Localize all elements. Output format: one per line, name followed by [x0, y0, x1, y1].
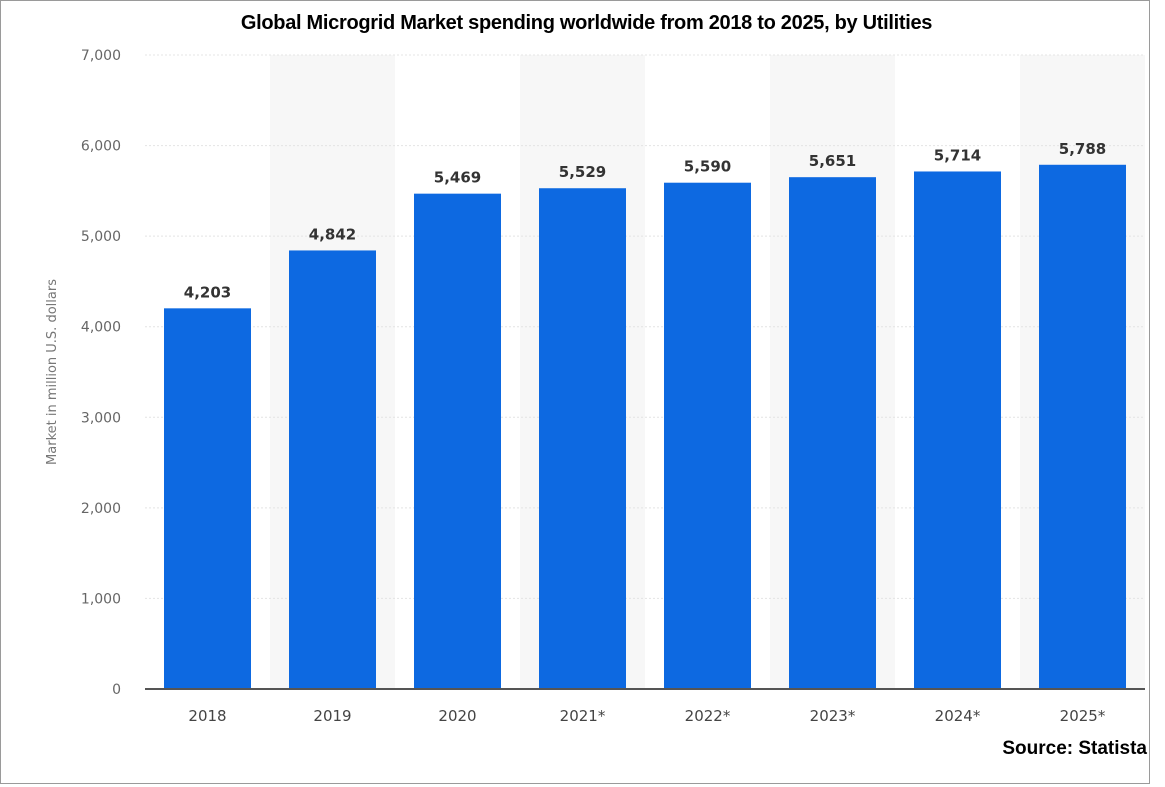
data-labels: 4,203 4,842 5,469 5,529 5,590 5,651 5,714 5,788: [184, 140, 1106, 302]
y-axis-title: Market in million U.S. dollars: [45, 279, 60, 465]
bar-2019: [289, 250, 376, 690]
chart-title: Global Microgrid Market spending worldwi…: [240, 12, 933, 34]
data-label: 5,469: [434, 169, 481, 187]
x-tick-label: 2020: [438, 707, 476, 725]
x-tick-label: 2021*: [560, 707, 606, 725]
bar-2018: [164, 308, 251, 689]
bar-2020: [414, 193, 501, 689]
data-label: 4,842: [309, 225, 356, 243]
data-label: 5,590: [684, 158, 731, 176]
y-axis-ticks: 0 1,000 2,000 3,000 4,000 5,000 6,000 7,000: [81, 48, 121, 698]
bar-2021: [539, 188, 626, 689]
data-label: 5,529: [559, 163, 606, 181]
y-tick-label: 6,000: [81, 139, 121, 155]
data-label: 5,788: [1059, 140, 1106, 158]
x-tick-label: 2022*: [685, 707, 731, 725]
bar-2025: [1039, 164, 1126, 689]
x-axis-ticks: 2018 2019 2020 2021* 2022* 2023* 2024* 2025*: [188, 707, 1105, 725]
bar-2024: [914, 171, 1001, 689]
data-label: 5,651: [809, 152, 856, 170]
x-tick-label: 2025*: [1060, 707, 1106, 725]
bar-2022: [664, 182, 751, 689]
bar-2023: [789, 177, 876, 690]
x-tick-label: 2024*: [935, 707, 981, 725]
bars: [164, 164, 1126, 690]
source-note: Source: Statista: [1002, 738, 1147, 759]
y-tick-label: 2,000: [81, 501, 121, 517]
y-tick-label: 5,000: [81, 229, 121, 245]
x-tick-label: 2018: [188, 707, 226, 725]
y-tick-label: 7,000: [81, 48, 121, 64]
data-label: 4,203: [184, 283, 231, 301]
y-tick-label: 4,000: [81, 320, 121, 336]
data-label: 5,714: [934, 146, 981, 164]
y-tick-label: 0: [112, 682, 121, 698]
y-tick-label: 3,000: [81, 410, 121, 426]
y-tick-label: 1,000: [81, 591, 121, 607]
x-tick-label: 2023*: [810, 707, 856, 725]
x-tick-label: 2019: [313, 707, 351, 725]
